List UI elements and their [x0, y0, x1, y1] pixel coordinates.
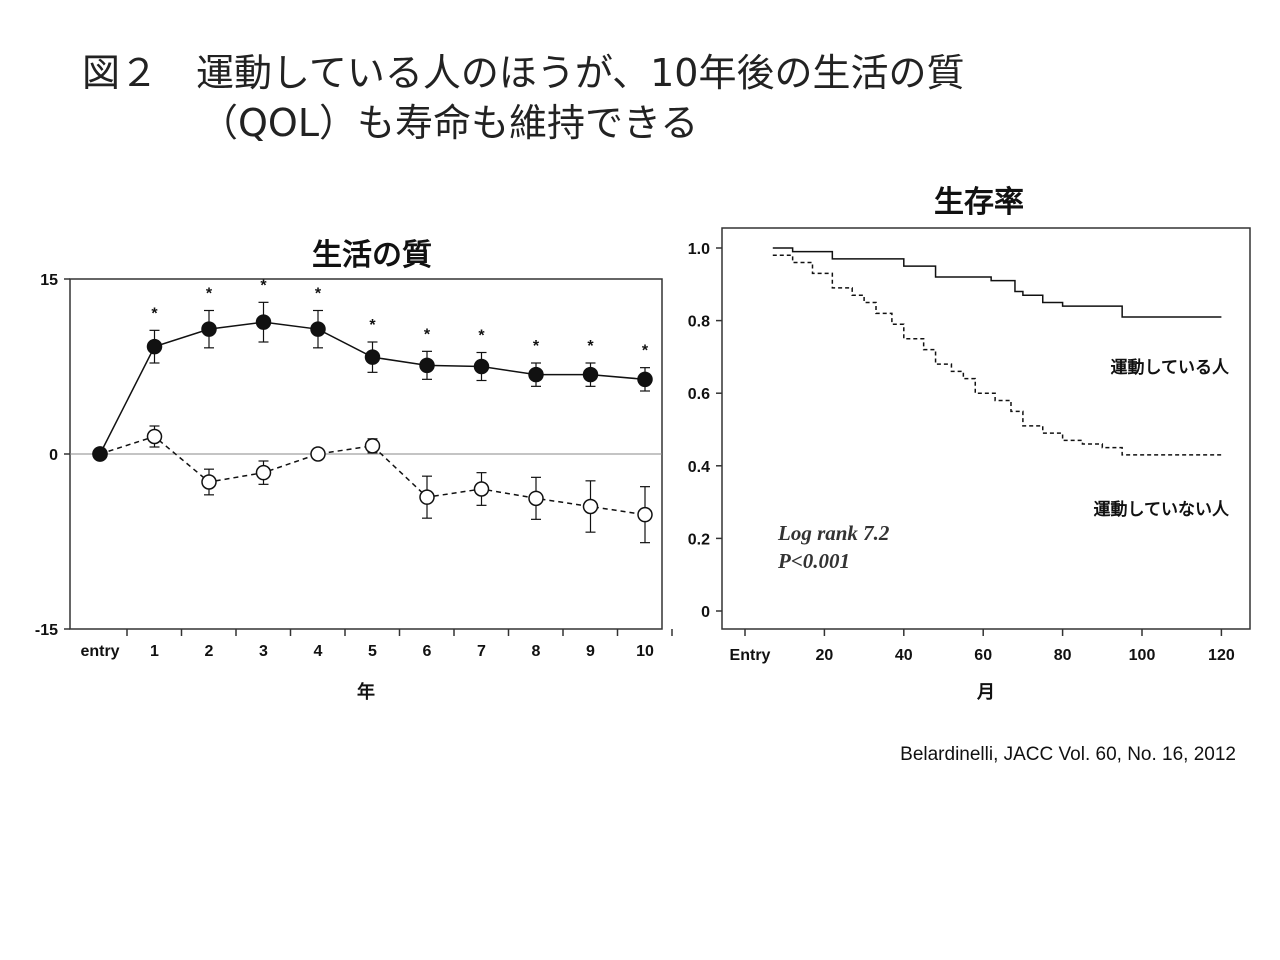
qol-significance-mark: * — [587, 338, 594, 355]
survival-x-axis-label: 月 — [976, 682, 995, 703]
survival-chart: 1.0 0.8 0.6 0.4 0.2 0 Entry 20 40 60 80 100 120 月 Lo… — [688, 227, 1251, 703]
qol-x-tick-label: 7 — [477, 643, 486, 660]
qol-x-tick-label: entry — [80, 643, 119, 660]
page-title-line-1: 図２ 運動している人のほうが、10年後の生活の質 — [82, 51, 965, 95]
survival-y-tick-label: 0.8 — [688, 314, 710, 331]
legend-exercise-group: 運動している人 — [1111, 357, 1230, 378]
survival-y-tick-label: 1.0 — [688, 241, 710, 258]
qol-x-tick-label: 4 — [314, 643, 323, 660]
qol-exercise-point — [201, 321, 217, 337]
survival-control-curve — [772, 254, 1222, 456]
qol-x-tick-label: 1 — [150, 643, 159, 660]
qol-control-point — [201, 474, 217, 490]
qol-control-point — [473, 481, 490, 497]
qol-x-tick-label: 6 — [423, 643, 432, 660]
survival-x-tick-label: 100 — [1129, 647, 1156, 664]
qol-control-point — [364, 438, 381, 454]
qol-y-tick-label: 15 — [40, 272, 58, 289]
qol-control-point — [146, 428, 163, 445]
survival-x-tick-label: 40 — [895, 647, 913, 664]
qol-exercise-point — [637, 371, 653, 388]
qol-significance-mark: * — [478, 328, 485, 345]
qol-x-axis-label: 年 — [357, 681, 375, 703]
qol-chart: 15 0 -15 entry 1 2 3 4 5 6 7 8 9 10 * * * * * * * * * * 年 — [35, 272, 673, 703]
logrank-annotation: Log rank 7.2 — [777, 521, 890, 545]
qol-significance-mark: * — [424, 326, 431, 343]
qol-exercise-point — [582, 366, 599, 383]
qol-exercise-point — [528, 366, 544, 383]
qol-control-point — [637, 506, 653, 523]
qol-exercise-point — [473, 358, 490, 375]
qol-x-tick-label: 5 — [368, 643, 377, 660]
qol-significance-mark: * — [533, 338, 540, 355]
qol-x-tick-label: 9 — [586, 643, 595, 660]
citation: Belardinelli, JACC Vol. 60, No. 16, 2012 — [900, 744, 1236, 765]
qol-control-point — [92, 446, 108, 462]
page-title-line-2: （QOL）も寿命も維持できる — [200, 101, 699, 145]
qol-control-point — [310, 446, 326, 462]
qol-exercise-point — [364, 349, 381, 365]
qol-exercise-point — [146, 338, 163, 355]
qol-control-line — [99, 435, 646, 516]
survival-x-tick-label: 120 — [1208, 647, 1235, 664]
qol-y-tick-label: -15 — [35, 622, 58, 639]
survival-y-tick-label: 0 — [701, 604, 710, 621]
survival-x-tick-label: Entry — [730, 647, 771, 664]
qol-control-point — [255, 464, 272, 481]
qol-exercise-point — [419, 357, 435, 374]
survival-y-tick-label: 0.4 — [688, 459, 710, 476]
qol-x-tick-label: 10 — [636, 643, 654, 660]
survival-exercise-curve — [772, 247, 1222, 318]
qol-x-tick-label: 3 — [259, 643, 268, 660]
survival-x-tick-label: 60 — [974, 647, 992, 664]
survival-chart-title: 生存率 — [934, 185, 1024, 220]
qol-exercise-point — [255, 314, 272, 330]
legend-non-exercise-group: 運動していない人 — [1094, 499, 1230, 520]
qol-significance-mark: * — [260, 277, 267, 294]
qol-significance-mark: * — [642, 343, 649, 360]
survival-x-tick-label: 80 — [1054, 647, 1072, 664]
survival-plot-frame — [721, 227, 1251, 630]
qol-x-tick-label: 8 — [532, 643, 541, 660]
qol-significance-mark: * — [151, 305, 158, 322]
qol-chart-title: 生活の質 — [312, 238, 432, 273]
survival-y-tick-label: 0.6 — [688, 386, 710, 403]
qol-significance-mark: * — [369, 317, 376, 334]
qol-control-point — [582, 498, 599, 515]
p-value-annotation: P<0.001 — [777, 549, 850, 573]
qol-control-point — [528, 490, 544, 507]
qol-exercise-point — [310, 321, 326, 337]
survival-y-tick-label: 0.2 — [688, 531, 710, 548]
qol-y-tick-label: 0 — [49, 447, 58, 464]
qol-significance-mark: * — [315, 286, 322, 303]
survival-x-tick-label: 20 — [816, 647, 834, 664]
qol-x-tick-label: 2 — [205, 643, 214, 660]
qol-control-point — [419, 489, 435, 505]
qol-significance-mark: * — [206, 286, 213, 303]
